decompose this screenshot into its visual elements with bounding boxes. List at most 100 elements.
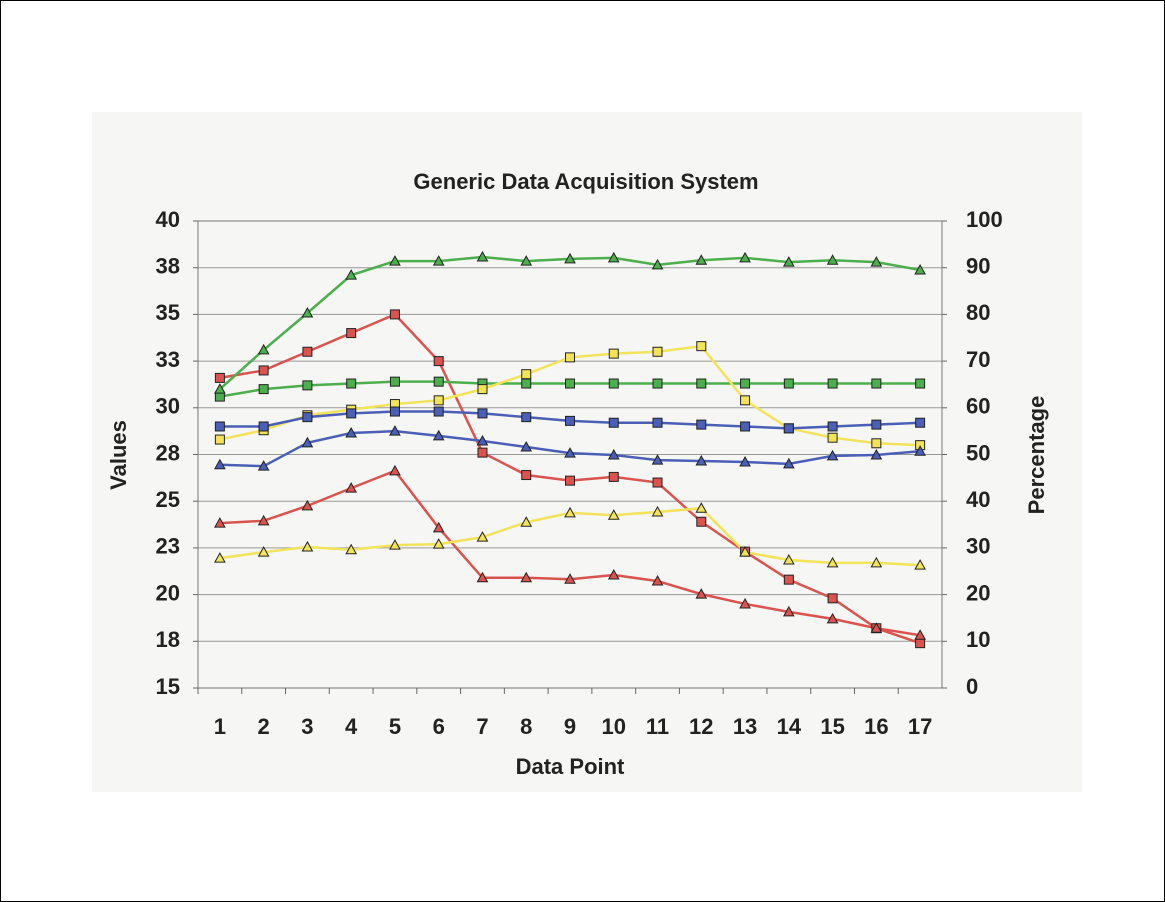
marker [389, 406, 400, 417]
marker [432, 255, 445, 266]
y-tick-label: 23 [156, 534, 180, 559]
marker [826, 254, 839, 265]
marker [302, 412, 313, 423]
marker [652, 378, 663, 389]
marker [739, 251, 751, 263]
y-tick-label: 40 [156, 207, 180, 232]
marker [433, 395, 444, 406]
marker [520, 571, 533, 583]
marker [564, 506, 576, 518]
y2-tick-label: 40 [966, 487, 990, 512]
marker [389, 376, 400, 387]
marker [651, 258, 664, 270]
marker [477, 408, 488, 419]
marker [257, 546, 270, 557]
marker [565, 352, 575, 363]
marker [432, 429, 445, 441]
y2-tick-label: 90 [966, 254, 990, 279]
y-tick-label: 28 [156, 440, 180, 465]
y2-tick-label: 20 [966, 580, 990, 605]
marker [827, 593, 838, 604]
marker [214, 458, 226, 470]
marker [782, 457, 795, 469]
marker [652, 346, 663, 357]
y2-tick-label: 100 [966, 207, 1003, 232]
marker [345, 543, 358, 555]
chart-title: Generic Data Acquisition System [413, 169, 758, 194]
marker [695, 254, 708, 265]
marker [782, 554, 795, 565]
marker [476, 250, 489, 262]
marker [258, 365, 269, 376]
y2-tick-label: 0 [966, 674, 978, 699]
marker [302, 346, 313, 357]
marker [826, 449, 839, 461]
marker [346, 378, 357, 389]
marker [432, 538, 445, 549]
marker [608, 417, 619, 428]
marker [695, 455, 708, 466]
marker [520, 440, 533, 452]
marker [871, 419, 882, 430]
marker [651, 454, 664, 465]
marker [565, 415, 575, 426]
marker [915, 417, 926, 428]
chart-area [92, 112, 1082, 792]
marker [258, 421, 269, 432]
x-tick-label: 3 [301, 714, 313, 739]
x-tick-label: 5 [389, 714, 401, 739]
x-tick-label: 12 [689, 714, 713, 739]
x-tick-label: 13 [733, 714, 757, 739]
marker [740, 395, 751, 406]
y-tick-label: 33 [156, 347, 180, 372]
marker [826, 612, 839, 624]
y-axis-label: Values [106, 420, 131, 490]
marker [608, 348, 619, 359]
marker [914, 445, 926, 456]
marker [783, 423, 794, 434]
marker [214, 383, 226, 394]
marker [521, 470, 532, 481]
marker [214, 517, 226, 528]
y-tick-label: 35 [156, 300, 180, 325]
marker [302, 380, 313, 391]
marker [695, 502, 708, 513]
marker [696, 419, 707, 430]
marker [345, 426, 358, 438]
x-tick-label: 8 [520, 714, 532, 739]
marker [301, 306, 314, 318]
marker [870, 622, 883, 633]
x-tick-label: 9 [564, 714, 576, 739]
y-tick-label: 25 [156, 487, 180, 512]
marker [301, 540, 314, 552]
marker [346, 328, 357, 339]
marker [521, 378, 532, 389]
marker [607, 568, 620, 580]
marker [257, 343, 270, 355]
y-tick-label: 20 [156, 580, 180, 605]
marker [915, 638, 926, 649]
marker [346, 408, 357, 419]
y2-tick-label: 50 [966, 440, 990, 465]
x-tick-label: 16 [864, 714, 888, 739]
marker [608, 471, 619, 482]
y-tick-label: 38 [156, 254, 180, 279]
marker [477, 447, 488, 458]
y2-tick-label: 60 [966, 394, 990, 419]
marker [389, 464, 401, 476]
marker [915, 378, 926, 389]
marker [565, 378, 575, 389]
marker [695, 588, 708, 599]
marker [871, 438, 882, 449]
y2-tick-label: 10 [966, 627, 990, 652]
y2-axis-label: Percentage [1024, 396, 1049, 515]
y-tick-label: 30 [156, 394, 180, 419]
marker [565, 475, 575, 486]
marker [345, 482, 358, 493]
marker [564, 447, 576, 458]
marker [783, 378, 794, 389]
marker [301, 436, 314, 448]
marker [739, 597, 751, 609]
marker [520, 516, 533, 527]
marker [696, 516, 707, 527]
